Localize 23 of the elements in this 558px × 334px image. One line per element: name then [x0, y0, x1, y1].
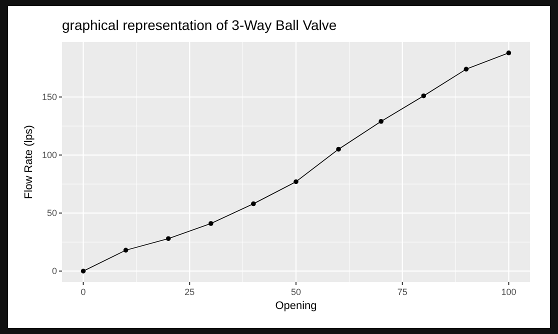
x-tick-label: 100: [501, 287, 516, 297]
x-axis-title: Opening: [275, 300, 317, 312]
point: [336, 146, 341, 152]
y-tick-label: 50: [46, 208, 57, 218]
point: [421, 93, 426, 98]
chart-title: graphical representation of 3-Way Ball Valve: [62, 17, 337, 33]
point: [123, 248, 128, 253]
point: [80, 268, 86, 274]
point: [464, 66, 469, 72]
x-tick-label: 50: [290, 287, 302, 297]
point: [166, 236, 171, 241]
point: [294, 179, 298, 184]
y-axis-title: Flow Rate (lps): [23, 125, 35, 199]
point: [506, 50, 512, 56]
point: [251, 201, 256, 206]
x-tick-label: 75: [397, 287, 408, 297]
x-tick-label: 0: [80, 287, 86, 297]
y-tick-label: 0: [52, 266, 57, 276]
x-tick-label: 25: [184, 287, 195, 297]
point: [378, 118, 384, 124]
y-tick-label: 100: [42, 150, 57, 160]
point: [208, 221, 214, 226]
y-tick-label: 150: [42, 92, 57, 102]
